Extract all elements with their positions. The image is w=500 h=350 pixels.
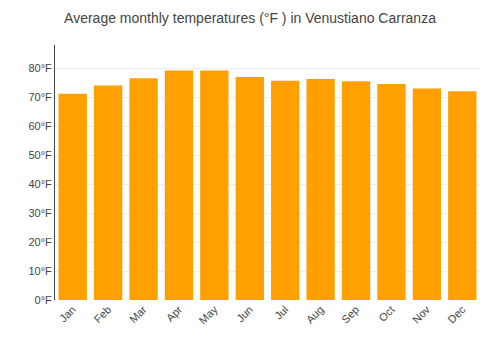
svg-text:Jul: Jul	[272, 303, 290, 321]
svg-text:May: May	[197, 303, 221, 327]
svg-text:Apr: Apr	[164, 303, 185, 324]
svg-text:Feb: Feb	[92, 303, 114, 325]
svg-text:Average monthly temperatures (: Average monthly temperatures (°F ) in Ve…	[64, 10, 436, 26]
svg-text:60°F: 60°F	[28, 120, 52, 132]
svg-text:Oct: Oct	[376, 303, 397, 324]
svg-text:Sep: Sep	[339, 303, 361, 325]
svg-text:0°F: 0°F	[35, 294, 53, 306]
svg-text:Jun: Jun	[234, 303, 255, 324]
svg-text:Aug: Aug	[304, 303, 326, 325]
svg-text:50°F: 50°F	[28, 149, 52, 161]
svg-text:40°F: 40°F	[28, 178, 52, 190]
svg-text:Jan: Jan	[57, 303, 78, 324]
svg-text:Nov: Nov	[410, 303, 433, 326]
svg-text:30°F: 30°F	[28, 207, 52, 219]
svg-text:Mar: Mar	[127, 303, 149, 325]
svg-text:80°F: 80°F	[28, 62, 52, 74]
svg-text:20°F: 20°F	[28, 236, 52, 248]
svg-text:70°F: 70°F	[28, 91, 52, 103]
svg-text:Dec: Dec	[445, 303, 468, 326]
svg-text:10°F: 10°F	[28, 265, 52, 277]
